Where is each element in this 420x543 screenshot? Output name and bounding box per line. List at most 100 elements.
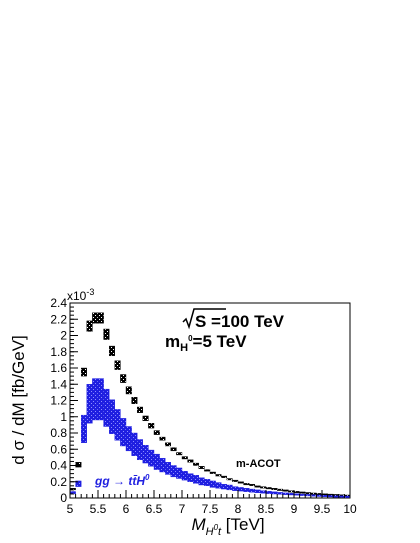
- m-acot-band-bin: [92, 312, 99, 324]
- gg-tth-label: gg → tt̄H0: [94, 473, 150, 488]
- gg-tth-band-bin: [327, 495, 334, 498]
- y-tick-label: 0: [60, 491, 67, 505]
- y-tick-label: 1.8: [50, 345, 67, 359]
- m-acot-band-bin: [164, 442, 171, 447]
- y-axis-label: d σ / dM [fb/GeV]: [9, 335, 28, 465]
- gg-tth-band-bin: [220, 483, 227, 490]
- m-acot-band-bin: [80, 367, 87, 377]
- m-acot-band-bin: [243, 483, 250, 486]
- gg-tth-band-bin: [333, 495, 340, 498]
- m-acot-band-bin: [75, 462, 82, 468]
- m-acot-band-bin: [120, 374, 127, 383]
- gg-tth-band-bin: [344, 495, 351, 498]
- y-tick-label: 0.8: [50, 426, 67, 440]
- m-acot-band-bin: [131, 397, 138, 404]
- gg-tth-band-bin: [305, 494, 312, 497]
- gg-tth-band-bin: [80, 414, 87, 443]
- gg-tth-band-bin: [271, 491, 278, 495]
- x-tick-label: 7.5: [202, 502, 219, 516]
- m-acot-band-bin: [187, 459, 194, 463]
- gg-tth-band-bin: [288, 493, 295, 496]
- gg-tth-band-bin: [316, 494, 323, 497]
- x-tick-label: 5.5: [90, 502, 107, 516]
- x-tick-label: 7: [179, 502, 186, 516]
- gg-tth-band-bin: [120, 418, 127, 447]
- x-tick-label: 8.5: [258, 502, 275, 516]
- m-acot-band-bin: [148, 423, 155, 429]
- gg-tth-band-bin: [226, 484, 233, 491]
- m-acot-band-bin: [237, 481, 244, 484]
- x-axis-label: MH0t [TeV]: [191, 515, 264, 538]
- m-acot-band-bin: [260, 486, 267, 489]
- gg-tth-band-bin: [153, 453, 160, 470]
- m-acot-band-bin: [198, 466, 205, 469]
- m-acot-band-bin: [176, 452, 183, 456]
- m-acot-band-bin: [316, 493, 323, 496]
- gg-tth-band-bin: [86, 384, 93, 424]
- gg-tth-band-bin: [215, 482, 222, 489]
- y-tick-label: 1: [60, 410, 67, 424]
- gg-tth-band-bin: [108, 399, 115, 435]
- gg-tth-band-bin: [209, 480, 216, 488]
- m-acot-band-bin: [293, 491, 300, 494]
- m-acot-band-bin: [305, 492, 312, 495]
- gg-tth-band-bin: [338, 495, 345, 498]
- energy-label: S =100 TeV: [195, 312, 285, 331]
- m-acot-band-bin: [114, 360, 121, 370]
- gg-tth-band-bin: [265, 491, 272, 494]
- m-acot-band-bin: [271, 488, 278, 490]
- gg-tth-band-bin: [248, 488, 255, 493]
- gg-tth-band-bin: [232, 486, 239, 491]
- gg-tth-band-bin: [159, 457, 166, 473]
- m-acot-band-bin: [209, 471, 216, 474]
- gg-tth-band-bin: [164, 462, 171, 475]
- m-acot-band-bin: [310, 492, 317, 495]
- gg-tth-band-bin: [192, 475, 199, 484]
- m-acot-band-bin: [159, 436, 166, 441]
- sqrt-symbol: [182, 308, 226, 330]
- gg-tth-band-bin: [321, 495, 328, 497]
- y-exponent-label: x10-3: [67, 287, 94, 303]
- gg-tth-band-bin: [282, 492, 289, 495]
- gg-tth-band-bin: [187, 473, 194, 482]
- gg-tth-band-bin: [254, 489, 261, 493]
- x-tick-label: 6: [123, 502, 130, 516]
- m-acot-band-bin: [299, 491, 306, 494]
- gg-tth-band-bin: [237, 487, 244, 492]
- gg-tth-band-bin: [260, 490, 267, 494]
- gg-tth-band-bin: [136, 439, 143, 461]
- mass-label: mH0=5 TeV: [165, 332, 247, 354]
- y-tick-label: 0.2: [50, 475, 67, 489]
- y-tick-label: 0.6: [50, 442, 67, 456]
- x-tick-label: 10: [343, 502, 357, 516]
- y-tick-label: 2.4: [50, 296, 67, 310]
- m-acot-band-bin: [215, 474, 222, 477]
- m-acot-band-bin: [226, 478, 233, 481]
- gg-tth-band-bin: [293, 493, 300, 496]
- y-tick-label: 1.2: [50, 394, 67, 408]
- x-ticks-group: 5 5.5 6 6.5 7 7.5 8 8.5 9 9.5 10: [67, 490, 357, 516]
- m-acot-band-bin: [170, 447, 177, 452]
- gg-tth-band-bin: [125, 426, 132, 452]
- m-acot-band-bin: [97, 312, 104, 324]
- m-acot-band-bin: [142, 415, 149, 422]
- gg-tth-band-bin: [181, 470, 188, 481]
- y-ticks-group: 0 0.2 0.4 0.6 0.8 1 1.2 1.4 1.6 1.8 2 2.2 2.4: [50, 296, 78, 505]
- m-acot-band-bin: [232, 479, 239, 482]
- y-tick-label: 2: [60, 329, 67, 343]
- gg-tth-band-bin: [299, 493, 306, 496]
- x-tick-label: 9: [291, 502, 298, 516]
- m-acot-label: m-ACOT: [236, 458, 281, 470]
- m-acot-band-bin: [204, 469, 211, 472]
- gg-tth-band-bin: [92, 378, 99, 421]
- gg-tth-band-bin: [131, 432, 138, 456]
- gg-tth-band-bin: [142, 444, 149, 464]
- gg-tth-band-bin: [103, 388, 110, 427]
- m-acot-band-bin: [125, 386, 132, 395]
- x-tick-label: 8: [235, 502, 242, 516]
- gg-tth-band-bin: [97, 378, 104, 421]
- m-acot-band-bin: [254, 485, 261, 488]
- gg-tth-band-bin: [170, 465, 177, 478]
- m-acot-band-bin: [103, 328, 110, 340]
- x-tick-label: 5: [67, 502, 74, 516]
